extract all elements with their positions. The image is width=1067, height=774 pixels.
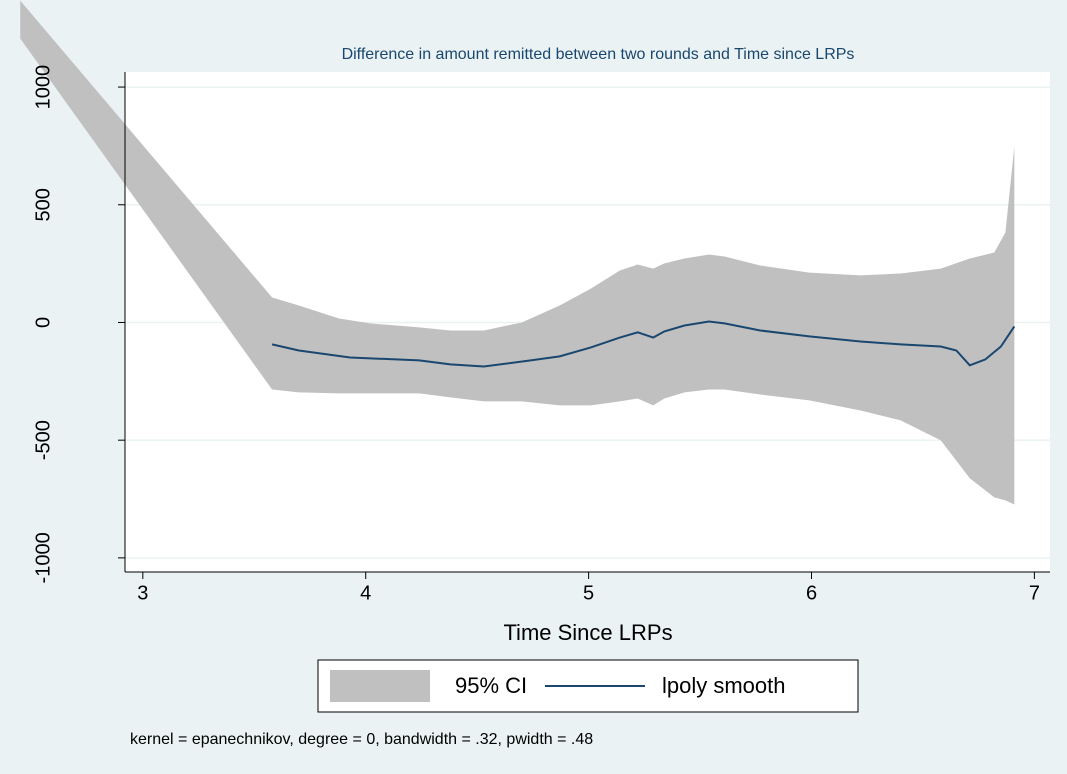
ci-band [20, 0, 1015, 505]
x-tick-label: 5 [583, 582, 594, 604]
chart-title: Difference in amount remitted between tw… [342, 46, 855, 63]
x-tick-label: 7 [1029, 582, 1040, 604]
note: kernel = epanechnikov, degree = 0, bandw… [130, 731, 593, 748]
ticks: -1000 -500 0 500 1000 3 4 5 6 7 [32, 65, 1040, 604]
x-tick-label: 3 [137, 582, 148, 604]
smooth-line [271, 320, 1016, 368]
legend-label: lpoly smooth [662, 673, 786, 698]
legend-label: 95% CI [455, 673, 527, 698]
y-tick-label: 500 [32, 188, 54, 221]
y-tick-label: 0 [32, 317, 54, 328]
marks [20, 0, 1016, 505]
x-axis-title: Time Since LRPs [503, 620, 672, 645]
x-tick-label: 6 [806, 582, 817, 604]
y-tick-label: -1000 [32, 532, 54, 583]
y-tick-label: -500 [32, 420, 54, 460]
y-tick-label: 1000 [32, 65, 54, 110]
x-tick-label: 4 [360, 582, 371, 604]
legend-swatch [330, 670, 430, 702]
